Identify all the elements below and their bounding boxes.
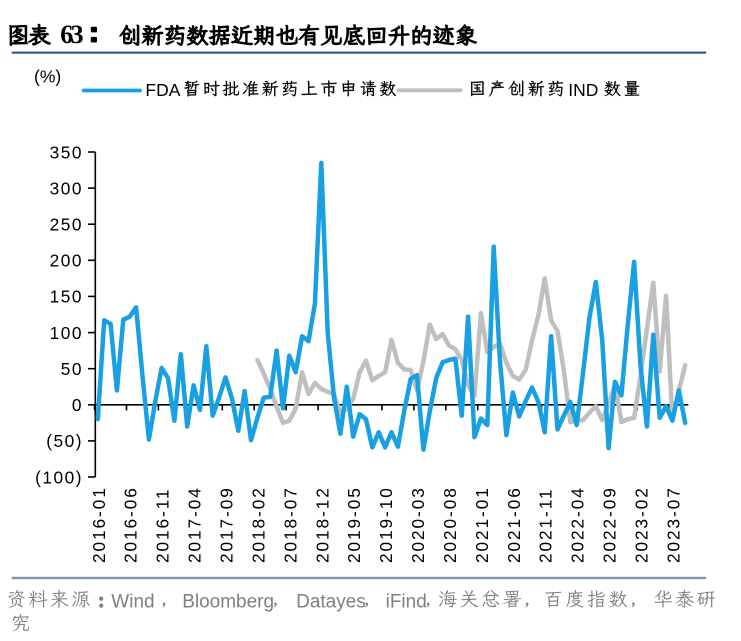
svg-text:2022-04: 2022-04 <box>568 486 588 563</box>
svg-text:Wind: Wind <box>111 591 154 612</box>
svg-text:2020-03: 2020-03 <box>408 486 428 563</box>
svg-text:300: 300 <box>50 178 83 198</box>
svg-text:Datayes: Datayes <box>296 591 366 612</box>
svg-text:2017-09: 2017-09 <box>217 486 237 563</box>
svg-text:250: 250 <box>50 215 83 235</box>
svg-text:350: 350 <box>50 142 83 162</box>
svg-text:200: 200 <box>50 251 83 271</box>
svg-text:2016-11: 2016-11 <box>153 488 173 563</box>
svg-text:150: 150 <box>50 287 83 307</box>
svg-text:2019-10: 2019-10 <box>376 486 396 563</box>
svg-text:2016-01: 2016-01 <box>89 486 109 563</box>
svg-text:2018-02: 2018-02 <box>248 486 268 563</box>
svg-text:2017-04: 2017-04 <box>185 486 205 563</box>
svg-text:2023-07: 2023-07 <box>663 486 683 563</box>
svg-text:(100): (100) <box>35 467 83 487</box>
svg-text:FDA: FDA <box>145 80 180 100</box>
svg-text:iFind: iFind <box>386 591 427 612</box>
svg-text:(50): (50) <box>46 431 83 451</box>
svg-text:2016-06: 2016-06 <box>121 486 141 563</box>
svg-text:63: 63 <box>60 20 83 49</box>
svg-text:2019-05: 2019-05 <box>344 486 364 563</box>
svg-text:2021-01: 2021-01 <box>472 486 492 563</box>
svg-text:2018-07: 2018-07 <box>280 486 300 563</box>
svg-text:2018-12: 2018-12 <box>312 486 332 563</box>
svg-text:2023-02: 2023-02 <box>632 486 652 563</box>
svg-text:2021-11: 2021-11 <box>536 488 556 563</box>
svg-text:50: 50 <box>61 359 83 379</box>
svg-text:Bloomberg: Bloomberg <box>182 591 274 612</box>
svg-text:(%): (%) <box>34 67 61 87</box>
svg-text:2020-08: 2020-08 <box>440 486 460 563</box>
svg-text:2022-09: 2022-09 <box>600 486 620 563</box>
svg-text:IND: IND <box>568 80 598 100</box>
svg-text:2021-06: 2021-06 <box>504 486 524 563</box>
svg-text:100: 100 <box>50 323 83 343</box>
svg-text:0: 0 <box>72 395 83 415</box>
